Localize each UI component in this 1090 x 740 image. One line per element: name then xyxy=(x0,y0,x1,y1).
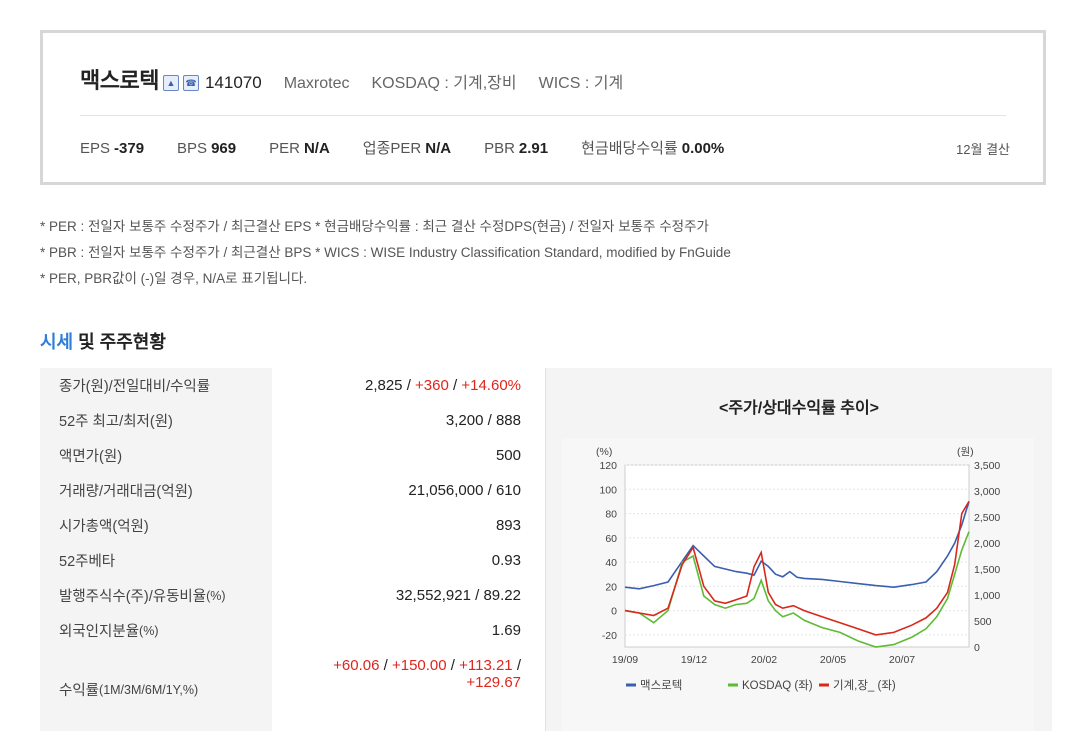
footnotes: * PER : 전일자 보통주 수정주가 / 최근결산 EPS * 현금배당수익… xyxy=(40,214,731,292)
legend-label: KOSDAQ (좌) xyxy=(742,679,813,692)
row-label: 시가총액(억원) xyxy=(40,508,272,543)
divider xyxy=(80,115,1006,116)
table-row: 발행주식수(주)/유동비율 (%) 32,552,921 / 89.22 xyxy=(40,578,545,613)
metric-industry-per: 업종PER N/A xyxy=(362,140,452,157)
row-label: 종가(원)/전일대비/수익률 xyxy=(40,368,272,403)
right-tick-label: 2,000 xyxy=(974,538,1000,550)
x-tick-label: 20/02 xyxy=(751,654,777,666)
right-tick-label: 500 xyxy=(974,616,992,628)
footnote: * PER : 전일자 보통주 수정주가 / 최근결산 EPS * 현금배당수익… xyxy=(40,219,709,234)
row-value: 2,825 / +360 / +14.60% xyxy=(364,377,521,394)
company-header: 맥스로텍 ▲ ☎ 141070 Maxrotec KOSDAQ : 기계,장비 … xyxy=(80,63,623,95)
row-value: 3,200 / 888 xyxy=(445,412,521,429)
row-value: 0.93 xyxy=(491,552,521,569)
legend-label: 기계,장_ (좌) xyxy=(833,679,896,692)
company-name: 맥스로텍 xyxy=(80,68,159,93)
price-return-chart: 120 100 80 60 40 20 0 -20 3,500 3,000 2,500 2,000 1,… xyxy=(562,438,1034,731)
metric-pbr: PBR 2.91 xyxy=(484,140,549,157)
company-summary-box: 맥스로텍 ▲ ☎ 141070 Maxrotec KOSDAQ : 기계,장비 … xyxy=(40,30,1046,185)
stock-code: 141070 xyxy=(204,73,262,92)
table-row: 52주 최고/최저(원) 3,200 / 888 xyxy=(40,403,545,438)
x-tick-label: 19/12 xyxy=(681,654,707,666)
metric-bps: BPS 969 xyxy=(177,140,237,157)
left-tick-label: 60 xyxy=(605,533,617,545)
right-axis-unit: (원) xyxy=(957,446,974,458)
legend-label: 맥스로텍 xyxy=(640,679,682,692)
market-data-table: 종가(원)/전일대비/수익률 2,825 / +360 / +14.60% 52… xyxy=(40,368,545,731)
x-tick-label: 20/07 xyxy=(889,654,915,666)
x-tick-label: 19/09 xyxy=(612,654,638,666)
footnote: * PBR : 전일자 보통주 수정주가 / 최근결산 BPS * WICS :… xyxy=(40,245,731,260)
x-tick-label: 20/05 xyxy=(820,654,846,666)
left-tick-label: 100 xyxy=(599,484,617,496)
wics-classification: WICS : 기계 xyxy=(538,75,624,92)
plot-area xyxy=(624,464,970,648)
table-row: 외국인지분율 (%) 1.69 xyxy=(40,613,545,648)
row-label: 수익률 (1M/3M/6M/1Y,%) xyxy=(40,648,272,731)
right-tick-label: 1,500 xyxy=(974,564,1000,576)
right-tick-label: 3,500 xyxy=(974,460,1000,472)
right-tick-label: 0 xyxy=(974,642,980,654)
table-row: 액면가(원) 500 xyxy=(40,438,545,473)
section-title: 시세 및 주주현황 xyxy=(40,328,166,354)
right-tick-label: 1,000 xyxy=(974,590,1000,602)
table-row: 52주베타 0.93 xyxy=(40,543,545,578)
company-english-name: Maxrotec xyxy=(283,75,350,92)
settlement-month: 12월 결산 xyxy=(956,142,1010,157)
row-value: 500 xyxy=(495,447,521,464)
table-row: 거래량/거래대금(억원) 21,056,000 / 610 xyxy=(40,473,545,508)
row-value: 1.69 xyxy=(491,622,521,639)
table-row: 시가총액(억원) 893 xyxy=(40,508,545,543)
metric-per: PER N/A xyxy=(269,140,330,157)
row-value: 893 xyxy=(495,517,521,534)
metric-eps: EPS -379 xyxy=(80,140,145,157)
row-label: 액면가(원) xyxy=(40,438,272,473)
left-tick-label: 40 xyxy=(605,557,617,569)
right-tick-label: 2,500 xyxy=(974,512,1000,524)
table-row: 수익률 (1M/3M/6M/1Y,%) +60.06 / +150.00 / +1… xyxy=(40,648,545,731)
metric-dividend-yield: 현금배당수익률 0.00% xyxy=(581,140,725,157)
series-line-2 xyxy=(624,500,970,636)
section-title-highlight: 시세 xyxy=(40,332,74,352)
left-tick-label: 0 xyxy=(611,606,617,618)
row-label: 발행주식수(주)/유동비율 (%) xyxy=(40,578,272,613)
phone-icon[interactable]: ☎ xyxy=(182,75,199,91)
left-tick-label: 20 xyxy=(605,581,617,593)
footnote: * PER, PBR값이 (-)일 경우, N/A로 표기됩니다. xyxy=(40,271,308,286)
right-tick-label: 3,000 xyxy=(974,486,1000,498)
building-icon[interactable]: ▲ xyxy=(162,75,179,91)
valuation-metrics: EPS -379 BPS 969 PER N/A 업종PER N/A PBR 2.91 현… xyxy=(80,137,757,158)
price-chart-panel: <주가/상대수익률 추이> 120 100 80 60 40 20 0 -20 3,500 3,0… xyxy=(545,368,1052,731)
left-tick-label: 80 xyxy=(605,509,617,521)
market-classification: KOSDAQ : 기계,장비 xyxy=(371,75,517,92)
row-label: 52주 최고/최저(원) xyxy=(40,403,272,438)
section-title-rest: 및 주주현황 xyxy=(73,332,166,352)
row-label: 거래량/거래대금(억원) xyxy=(40,473,272,508)
left-tick-label: -20 xyxy=(602,630,617,642)
row-label: 외국인지분율 (%) xyxy=(40,613,272,648)
series-line-0 xyxy=(624,501,970,590)
table-row: 종가(원)/전일대비/수익률 2,825 / +360 / +14.60% xyxy=(40,368,545,403)
series-line-1 xyxy=(624,531,970,648)
left-tick-label: 120 xyxy=(599,460,617,472)
row-value: +60.06 / +150.00 / +113.21 /+129.67 xyxy=(333,657,521,691)
left-axis-unit: (%) xyxy=(596,446,612,458)
row-value: 32,552,921 / 89.22 xyxy=(395,587,521,604)
row-value: 21,056,000 / 610 xyxy=(408,482,521,499)
row-label: 52주베타 xyxy=(40,543,272,578)
chart-title: <주가/상대수익률 추이> xyxy=(718,400,880,417)
